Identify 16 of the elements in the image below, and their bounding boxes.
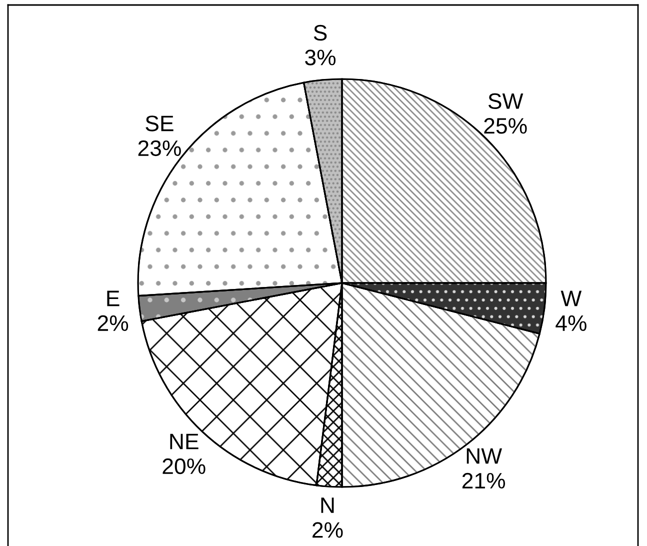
data-label: 21% [462,472,506,489]
slice-label: SW [488,93,524,110]
slice-label: NE [170,434,198,450]
data-label: 20% [162,458,206,474]
slice-label: NW [466,448,502,464]
slice-label: W [560,290,582,306]
slice-label: N [321,498,334,513]
data-label: 23% [138,140,181,156]
slice-label: S [314,24,327,41]
data-label: 3% [305,50,336,66]
data-label: 25% [484,118,527,134]
data-label: 2% [98,315,128,331]
slice-label: E [107,290,120,306]
slice-label: SE [146,116,174,132]
data-label: 4% [556,315,586,331]
data-label: 2% [312,522,343,538]
